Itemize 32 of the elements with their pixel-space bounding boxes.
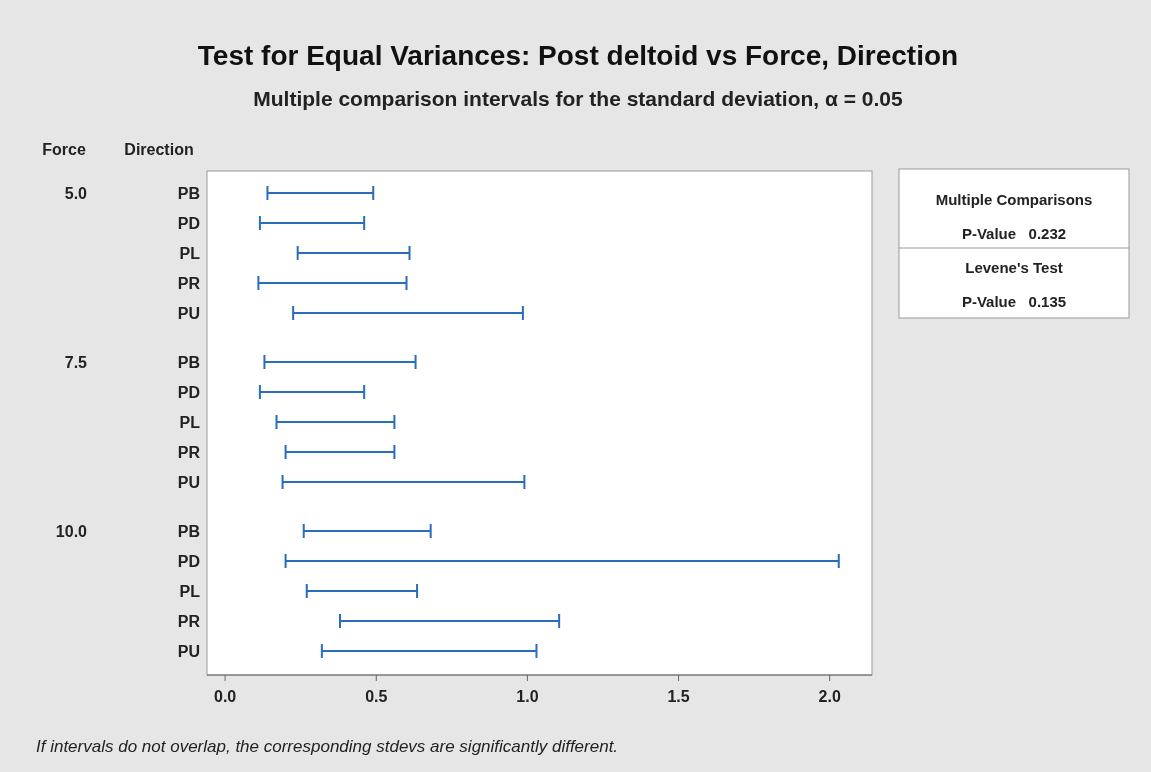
text: Direction bbox=[124, 141, 194, 158]
y-tick-label: PB bbox=[177, 523, 200, 540]
text: P-Value 0.232 bbox=[961, 225, 1067, 242]
text: 7.5 bbox=[64, 354, 88, 371]
text: Force bbox=[42, 141, 86, 158]
x-tick-label: 2.0 bbox=[818, 688, 841, 705]
y-tick-label: PU bbox=[177, 305, 200, 322]
x-tick-label: 0.0 bbox=[214, 688, 237, 705]
y-tick-label: PD bbox=[177, 384, 200, 401]
text: Levene's Test bbox=[965, 259, 1063, 276]
y-tick-label: PB bbox=[177, 185, 200, 202]
text: Multiple Comparisons bbox=[935, 191, 1093, 208]
x-tick-label: 1.0 bbox=[516, 688, 539, 705]
y-tick-label: PU bbox=[177, 643, 200, 660]
text: 5.0 bbox=[64, 185, 88, 202]
x-tick-label: 0.5 bbox=[365, 688, 388, 705]
y-tick-label: PL bbox=[179, 583, 201, 600]
y-tick-label: PD bbox=[177, 215, 200, 232]
text: P-Value 0.135 bbox=[961, 293, 1067, 310]
y-tick-label: PL bbox=[179, 245, 201, 262]
chart-title: Test for Equal Variances: Post deltoid vs Force, Direction bbox=[197, 40, 959, 71]
text: 10.0 bbox=[55, 523, 88, 540]
y-tick-label: PL bbox=[179, 414, 201, 431]
y-tick-label: PR bbox=[177, 613, 201, 630]
text: If intervals do not overlap, the corresponding stdevs are significantly different. bbox=[36, 737, 619, 756]
y-tick-label: PR bbox=[177, 444, 201, 461]
y-tick-label: PD bbox=[177, 553, 200, 570]
y-tick-label: PU bbox=[177, 474, 200, 491]
chart-subtitle: Multiple comparison intervals for the standard deviation, α = 0.05 bbox=[253, 87, 904, 110]
y-tick-label: PR bbox=[177, 275, 201, 292]
x-tick-label: 1.5 bbox=[667, 688, 690, 705]
y-tick-label: PB bbox=[177, 354, 200, 371]
